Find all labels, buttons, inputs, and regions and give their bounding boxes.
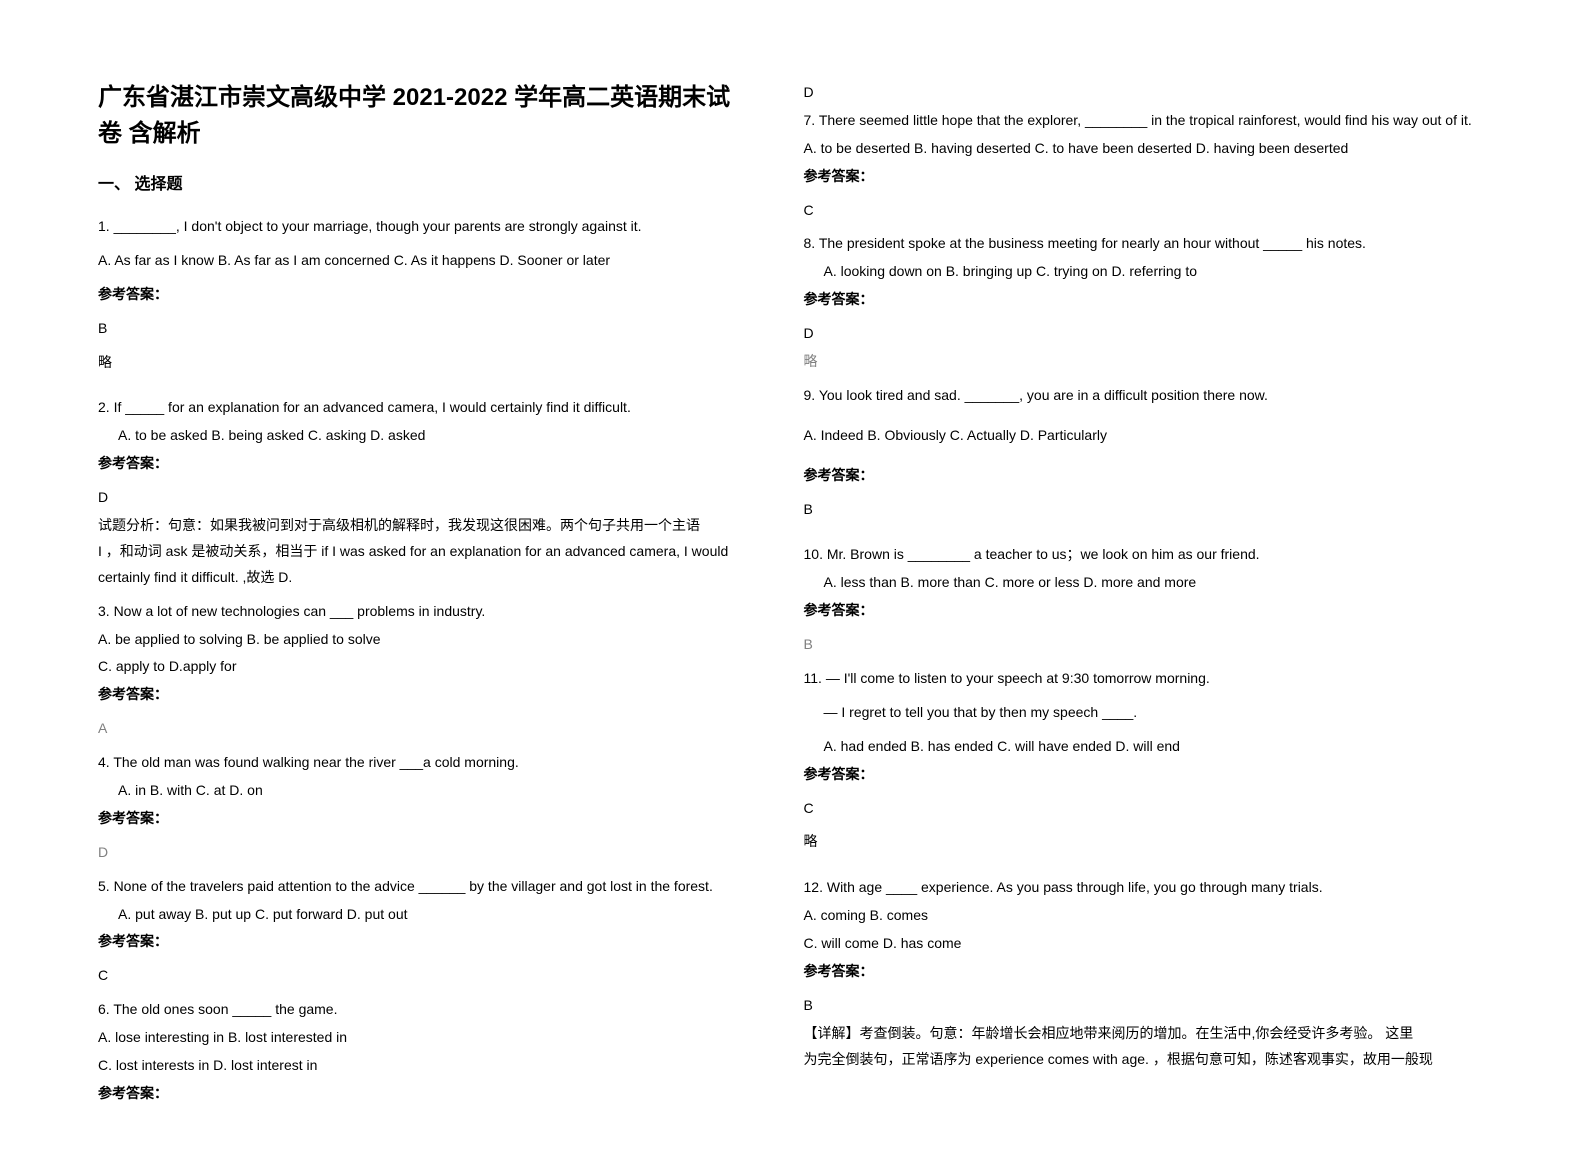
q3-stem: 3. Now a lot of new technologies can ___…: [98, 599, 754, 625]
q4-options: A. in B. with C. at D. on: [98, 778, 754, 804]
q4-stem: 4. The old man was found walking near th…: [98, 750, 754, 776]
q6-options-1: A. lose interesting in B. lost intereste…: [98, 1025, 754, 1051]
q10-ans-label: 参考答案：: [804, 598, 1490, 624]
q11-stem: 11. — I'll come to listen to your speech…: [804, 666, 1490, 692]
q7-ans-label: 参考答案：: [804, 164, 1490, 190]
q12-options-1: A. coming B. comes: [804, 903, 1490, 929]
q11-ans: C: [804, 796, 1490, 822]
q7-ans: C: [804, 198, 1490, 224]
q3-ans-label: 参考答案：: [98, 682, 754, 708]
q8-options: A. looking down on B. bringing up C. try…: [804, 259, 1490, 285]
q12-analysis-2: 为完全倒装句，正常语序为 experience comes with age. …: [804, 1047, 1490, 1073]
q10-ans: B: [804, 632, 1490, 658]
q7-stem: 7. There seemed little hope that the exp…: [804, 108, 1490, 134]
q11-ans-label: 参考答案：: [804, 762, 1490, 788]
q9-ans-label: 参考答案：: [804, 463, 1490, 489]
q11-note: 略: [804, 829, 1490, 855]
q8-ans-label: 参考答案：: [804, 287, 1490, 313]
q1-note: 略: [98, 350, 754, 376]
q3-options-2: C. apply to D.apply for: [98, 654, 754, 680]
q2-analysis-1: 试题分析：句意：如果我被问到对于高级相机的解释时，我发现这很困难。两个句子共用一…: [98, 513, 754, 539]
q6-stem: 6. The old ones soon _____ the game.: [98, 997, 754, 1023]
q8-note: 略: [804, 349, 1490, 375]
q1-options: A. As far as I know B. As far as I am co…: [98, 248, 754, 274]
q12-ans: B: [804, 993, 1490, 1019]
q1-stem: 1. ________, I don't object to your marr…: [98, 214, 754, 240]
q4-ans: D: [98, 840, 754, 866]
q6-ans: D: [804, 80, 1490, 106]
q2-analysis-2: I ，和动词 ask 是被动关系，相当于 if I was asked for …: [98, 539, 754, 565]
q6-ans-label: 参考答案：: [98, 1081, 754, 1107]
q1-ans-label: 参考答案：: [98, 282, 754, 308]
q9-stem: 9. You look tired and sad. _______, you …: [804, 383, 1490, 409]
q3-options-1: A. be applied to solving B. be applied t…: [98, 627, 754, 653]
q5-ans-label: 参考答案：: [98, 929, 754, 955]
q2-stem: 2. If _____ for an explanation for an ad…: [98, 395, 754, 421]
q2-options: A. to be asked B. being asked C. asking …: [98, 423, 754, 449]
q12-analysis-1: 【详解】考查倒装。句意：年龄增长会相应地带来阅历的增加。在生活中,你会经受许多考…: [804, 1021, 1490, 1047]
q7-options: A. to be deserted B. having deserted C. …: [804, 136, 1490, 162]
q2-analysis-3: certainly find it difficult. ,故选 D.: [98, 565, 754, 591]
q5-options: A. put away B. put up C. put forward D. …: [98, 902, 754, 928]
q8-stem: 8. The president spoke at the business m…: [804, 231, 1490, 257]
q12-options-2: C. will come D. has come: [804, 931, 1490, 957]
exam-title: 广东省湛江市崇文高级中学 2021-2022 学年高二英语期末试卷 含解析: [98, 80, 754, 152]
q3-ans: A: [98, 716, 754, 742]
q10-stem: 10. Mr. Brown is ________ a teacher to u…: [804, 542, 1490, 568]
q1-ans: B: [98, 316, 754, 342]
q6-options-2: C. lost interests in D. lost interest in: [98, 1053, 754, 1079]
q9-ans: B: [804, 497, 1490, 523]
q11-options: A. had ended B. has ended C. will have e…: [804, 734, 1490, 760]
q12-ans-label: 参考答案：: [804, 959, 1490, 985]
q2-ans: D: [98, 485, 754, 511]
q11-stem-2: — I regret to tell you that by then my s…: [804, 700, 1490, 726]
q10-options: A. less than B. more than C. more or les…: [804, 570, 1490, 596]
q5-ans: C: [98, 963, 754, 989]
q4-ans-label: 参考答案：: [98, 806, 754, 832]
q2-ans-label: 参考答案：: [98, 451, 754, 477]
q5-stem: 5. None of the travelers paid attention …: [98, 874, 754, 900]
section-heading: 一、 选择题: [98, 170, 754, 194]
q9-options: A. Indeed B. Obviously C. Actually D. Pa…: [804, 423, 1490, 449]
q12-stem: 12. With age ____ experience. As you pas…: [804, 875, 1490, 901]
q8-ans: D: [804, 321, 1490, 347]
